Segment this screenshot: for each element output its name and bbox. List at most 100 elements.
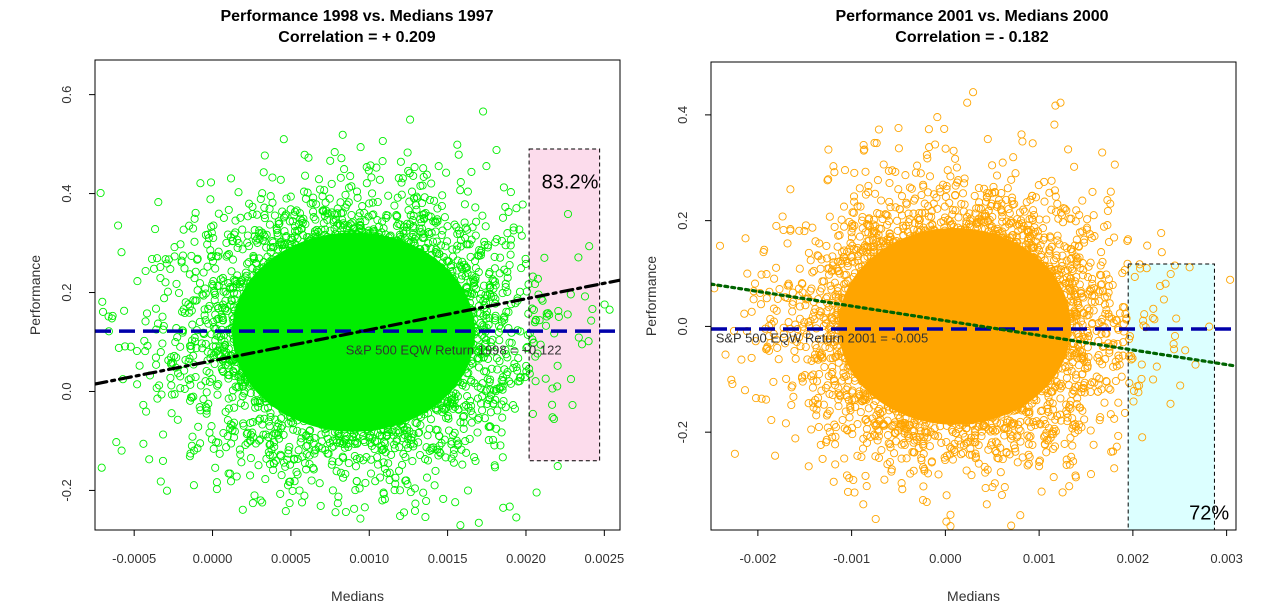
data-point bbox=[419, 164, 428, 173]
data-point bbox=[224, 374, 233, 383]
data-point bbox=[170, 390, 179, 399]
data-point bbox=[406, 115, 415, 124]
data-point bbox=[265, 422, 274, 431]
data-point bbox=[412, 205, 421, 214]
data-point bbox=[259, 230, 268, 239]
data-point bbox=[409, 230, 418, 239]
data-point bbox=[356, 143, 365, 152]
data-point bbox=[149, 264, 159, 273]
data-point bbox=[414, 438, 423, 447]
data-point bbox=[338, 452, 347, 461]
data-point bbox=[174, 288, 184, 298]
data-point bbox=[232, 472, 241, 481]
data-point bbox=[478, 321, 487, 330]
data-point bbox=[499, 183, 508, 192]
data-point bbox=[286, 460, 295, 469]
data-point bbox=[177, 256, 186, 265]
data-point bbox=[221, 296, 230, 305]
data-point bbox=[153, 394, 162, 403]
data-point bbox=[421, 243, 430, 252]
data-point bbox=[479, 107, 488, 116]
data-point bbox=[362, 179, 371, 188]
data-point bbox=[548, 413, 557, 422]
data-point bbox=[421, 512, 430, 522]
data-point bbox=[416, 215, 425, 224]
data-point bbox=[221, 340, 230, 349]
data-point bbox=[475, 245, 484, 255]
data-point bbox=[462, 284, 472, 293]
data-point bbox=[167, 409, 176, 418]
data-point bbox=[185, 221, 194, 230]
data-point bbox=[458, 460, 467, 469]
data-point bbox=[258, 236, 267, 245]
data-point bbox=[362, 163, 371, 172]
data-point bbox=[384, 459, 393, 468]
data-point bbox=[495, 384, 504, 394]
data-point bbox=[358, 202, 367, 211]
data-point bbox=[449, 458, 458, 467]
data-point bbox=[356, 221, 365, 231]
data-point bbox=[425, 424, 434, 433]
data-point bbox=[315, 479, 324, 488]
data-point bbox=[495, 269, 504, 278]
data-point bbox=[226, 477, 236, 486]
data-point bbox=[156, 477, 165, 486]
data-point bbox=[301, 194, 310, 203]
data-point bbox=[264, 432, 273, 442]
data-point bbox=[548, 400, 557, 409]
data-point bbox=[462, 263, 471, 272]
data-point bbox=[427, 179, 436, 188]
data-point bbox=[397, 190, 406, 199]
data-point bbox=[517, 231, 526, 240]
data-point bbox=[203, 240, 212, 249]
data-point bbox=[120, 306, 129, 315]
data-point bbox=[321, 429, 330, 438]
data-point bbox=[419, 488, 428, 497]
data-point bbox=[211, 342, 220, 351]
data-point bbox=[482, 367, 491, 376]
data-point bbox=[353, 193, 362, 202]
data-point bbox=[321, 198, 330, 207]
data-point bbox=[480, 414, 489, 423]
data-point bbox=[219, 428, 228, 438]
data-point bbox=[311, 445, 321, 454]
data-point bbox=[408, 457, 417, 466]
data-point bbox=[367, 455, 376, 464]
data-point bbox=[341, 507, 350, 517]
data-point bbox=[228, 393, 237, 402]
data-point bbox=[314, 175, 324, 184]
data-point bbox=[154, 198, 163, 207]
data-point bbox=[145, 455, 154, 464]
data-point bbox=[139, 400, 148, 409]
data-point bbox=[218, 313, 227, 323]
data-point bbox=[369, 210, 378, 219]
data-point bbox=[456, 418, 465, 427]
data-point bbox=[506, 379, 515, 388]
data-point bbox=[394, 466, 404, 475]
data-point bbox=[265, 460, 275, 469]
data-point bbox=[399, 508, 409, 517]
data-point bbox=[293, 454, 302, 463]
data-point bbox=[367, 173, 376, 182]
data-point bbox=[409, 171, 418, 180]
data-point bbox=[190, 237, 199, 246]
data-point bbox=[98, 297, 107, 306]
data-point bbox=[334, 492, 343, 501]
data-point bbox=[554, 306, 563, 316]
data-point bbox=[207, 228, 216, 237]
data-point bbox=[509, 223, 518, 232]
plot-area bbox=[95, 107, 620, 530]
data-point bbox=[238, 225, 247, 234]
data-point bbox=[326, 156, 335, 165]
data-point bbox=[439, 494, 448, 503]
data-point bbox=[476, 294, 485, 303]
data-point bbox=[161, 255, 170, 264]
data-point bbox=[285, 499, 294, 508]
data-point bbox=[281, 462, 290, 471]
data-point bbox=[218, 303, 227, 312]
data-point bbox=[238, 505, 247, 514]
data-point bbox=[248, 209, 257, 219]
data-point bbox=[187, 251, 196, 260]
data-point bbox=[491, 316, 500, 325]
